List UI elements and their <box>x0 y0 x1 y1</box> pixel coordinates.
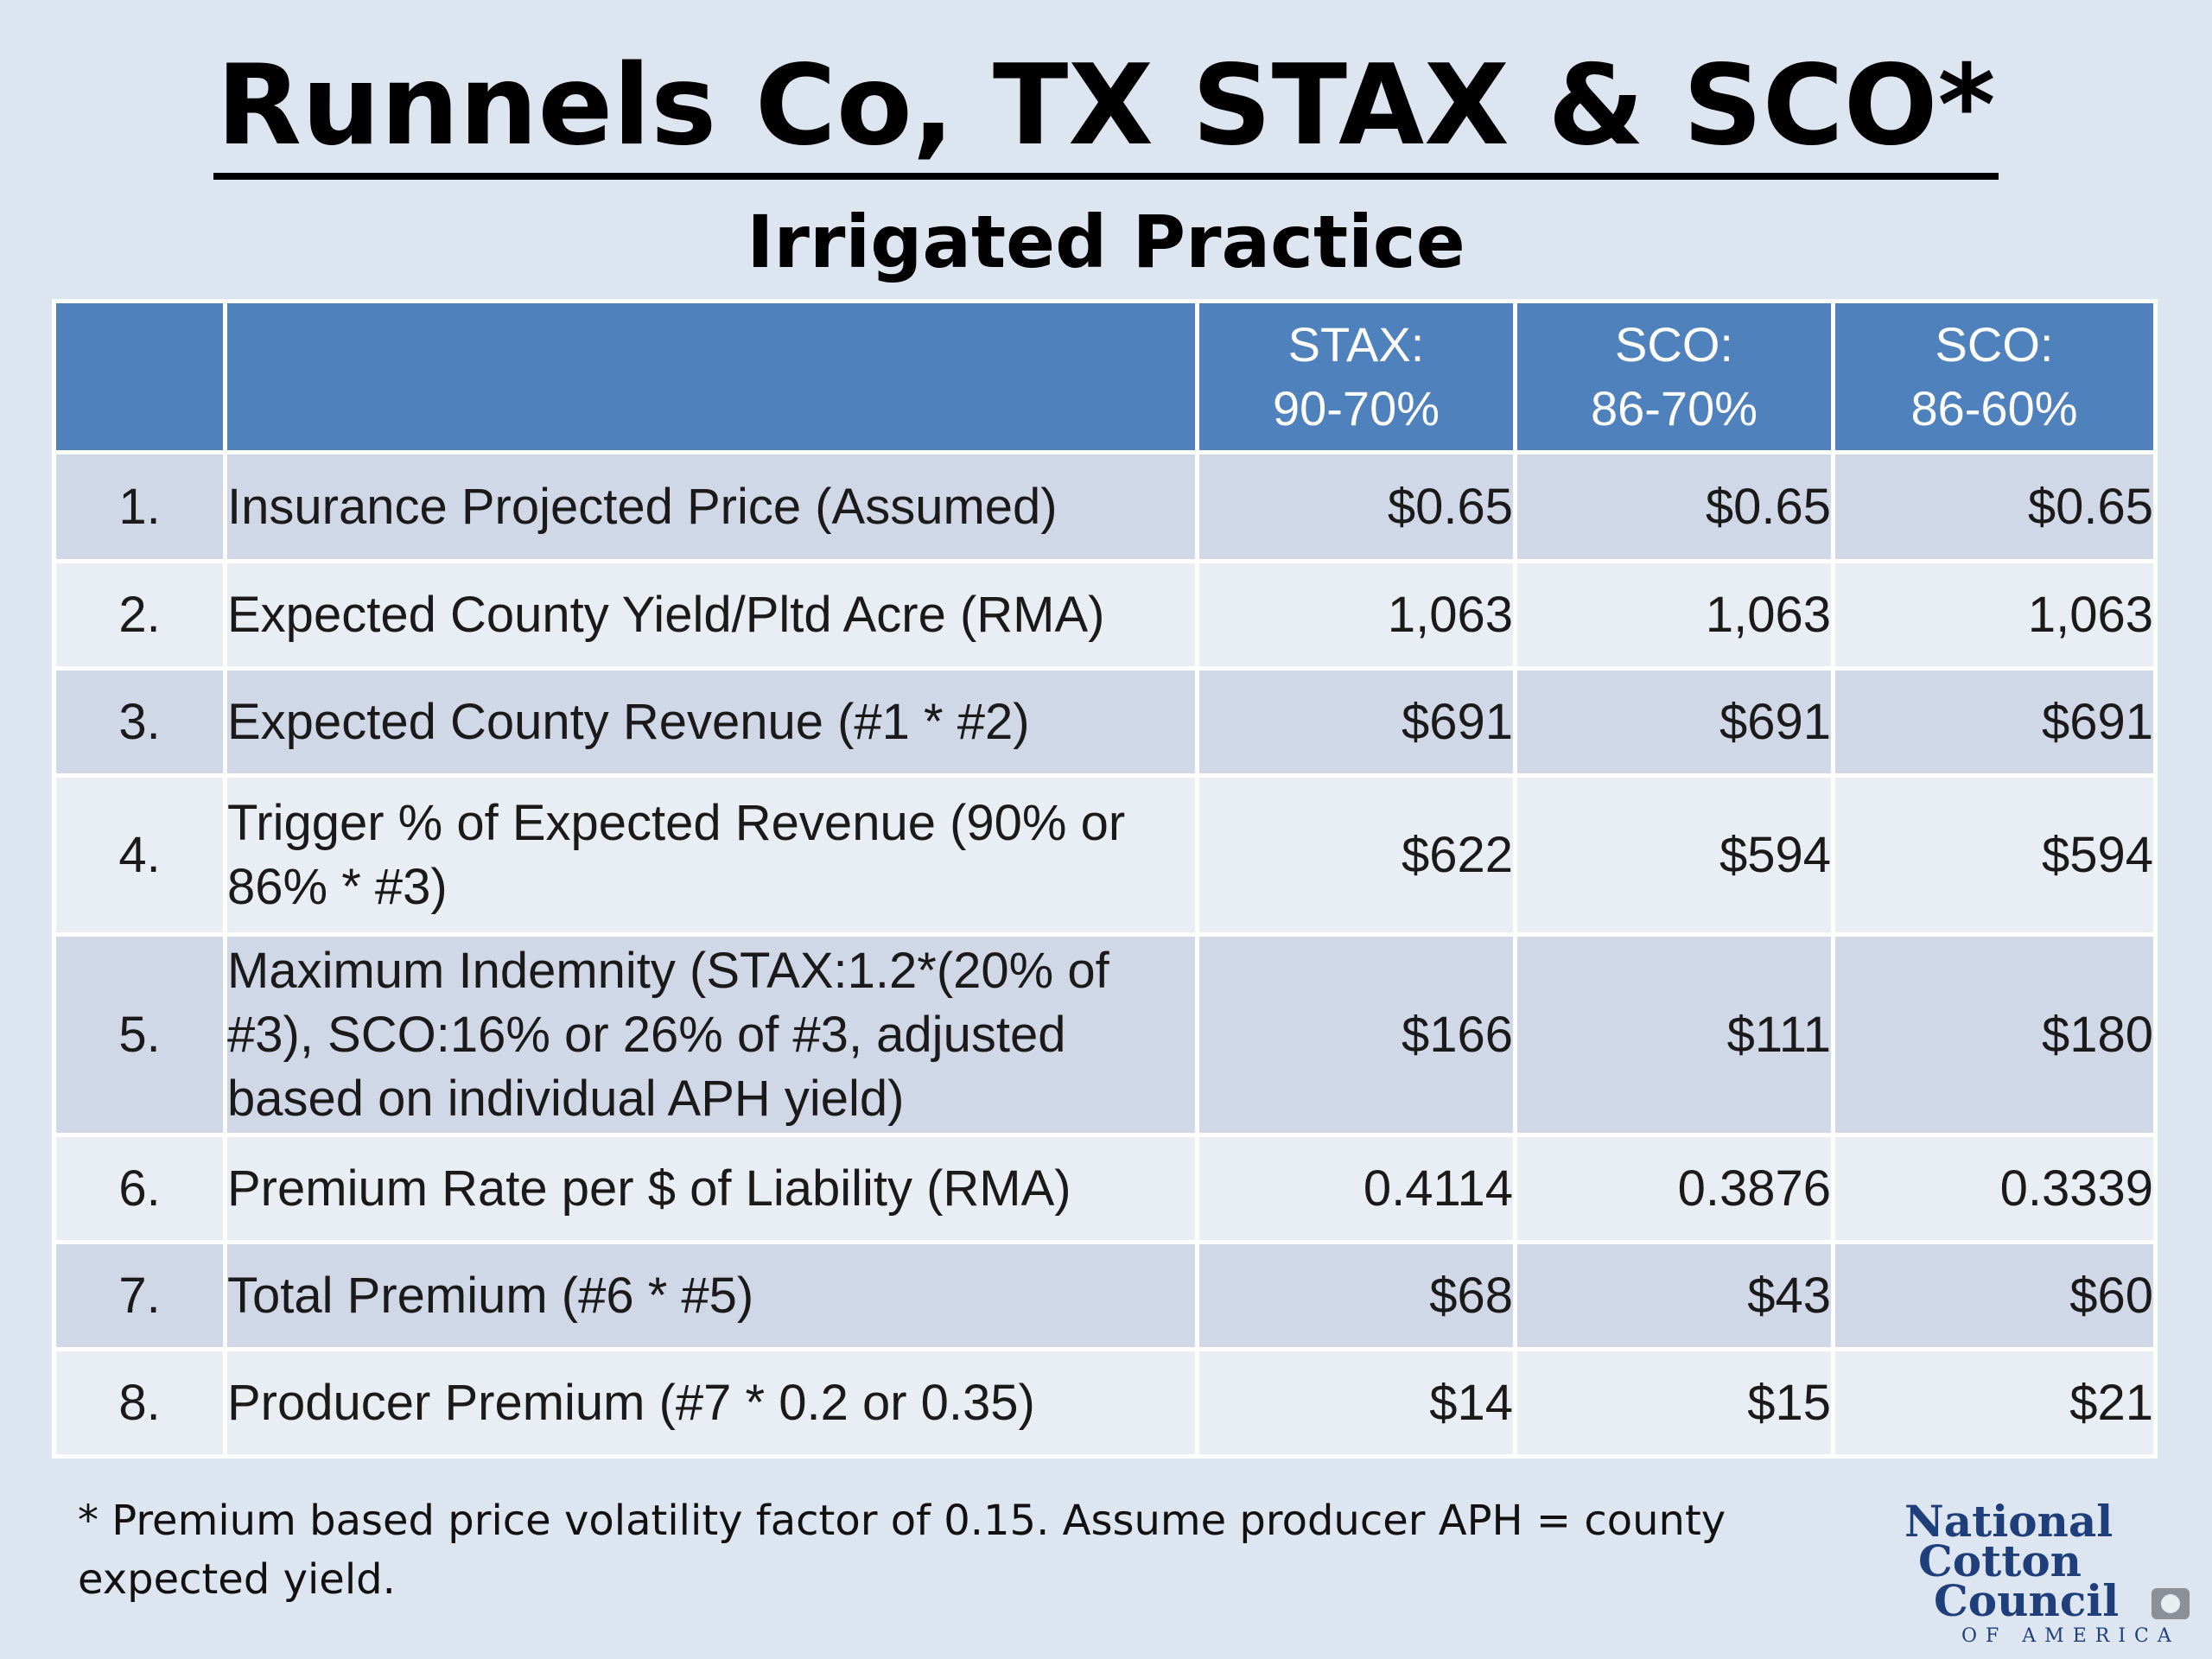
table-row: 8. Producer Premium (#7 * 0.2 or 0.35) $… <box>52 1347 2158 1459</box>
table-row: 4. Trigger % of Expected Revenue (90% or… <box>52 773 2158 937</box>
header-col2-line2: 86-70% <box>1590 381 1758 435</box>
row-number: 4. <box>52 773 227 937</box>
logo-line-council: Council <box>1934 1575 2119 1626</box>
header-col3-line1: SCO: <box>1935 317 2054 372</box>
row-number: 1. <box>52 450 227 563</box>
row-value-sco-70: $43 <box>1513 1240 1835 1351</box>
row-description: Insurance Projected Price (Assumed) <box>223 450 1199 563</box>
row-value-sco-60: $0.65 <box>1831 450 2158 563</box>
header-col1-line2: 90-70% <box>1272 381 1440 435</box>
logo-line-cotton: Cotton <box>1918 1535 2082 1586</box>
row-value-stax: $691 <box>1195 666 1517 778</box>
row-description: Total Premium (#6 * #5) <box>223 1240 1199 1351</box>
row-description: Maximum Indemnity (STAX:1.2*(20% of #3),… <box>223 932 1199 1137</box>
row-value-stax: 0.4114 <box>1195 1133 1517 1244</box>
row-number: 3. <box>52 666 227 778</box>
row-number: 7. <box>52 1240 227 1351</box>
row-number: 8. <box>52 1347 227 1459</box>
table-row: 7. Total Premium (#6 * #5) $68 $43 $60 <box>52 1240 2158 1351</box>
logo-line-national: National <box>1904 1496 2113 1547</box>
national-cotton-council-logo: National Cotton Council OF AMERICA <box>1904 1496 2190 1647</box>
table-row: 1. Insurance Projected Price (Assumed) $… <box>52 450 2158 563</box>
header-sco-86-70: SCO: 86-70% <box>1513 299 1835 454</box>
row-value-sco-60: $180 <box>1831 932 2158 1137</box>
row-value-sco-70: $0.65 <box>1513 450 1835 563</box>
row-description: Expected County Revenue (#1 * #2) <box>223 666 1199 778</box>
header-number-cell <box>52 299 227 454</box>
slide-subtitle: Irrigated Practice <box>747 200 1465 284</box>
row-value-sco-60: $60 <box>1831 1240 2158 1351</box>
row-value-sco-70: 1,063 <box>1513 559 1835 671</box>
row-description: Trigger % of Expected Revenue (90% or 86… <box>223 773 1199 937</box>
header-col2-line1: SCO: <box>1615 317 1733 372</box>
row-value-sco-70: $691 <box>1513 666 1835 778</box>
header-description-cell <box>223 299 1199 454</box>
table-row: 5. Maximum Indemnity (STAX:1.2*(20% of #… <box>52 932 2158 1137</box>
row-description: Expected County Yield/Pltd Acre (RMA) <box>223 559 1199 671</box>
row-value-sco-70: $15 <box>1513 1347 1835 1459</box>
row-value-sco-70: $594 <box>1513 773 1835 937</box>
cotton-boll-icon-detail <box>2161 1594 2180 1613</box>
row-number: 5. <box>52 932 227 1137</box>
row-value-sco-60: 1,063 <box>1831 559 2158 671</box>
row-value-stax: $14 <box>1195 1347 1517 1459</box>
table-row: 2. Expected County Yield/Pltd Acre (RMA)… <box>52 559 2158 671</box>
slide-title-text: Runnels Co, TX STAX & SCO* <box>213 41 1999 180</box>
table-header-row: STAX: 90-70% SCO: 86-70% SCO: 86-60% <box>52 299 2158 454</box>
row-value-sco-70: 0.3876 <box>1513 1133 1835 1244</box>
header-col3-line2: 86-60% <box>1910 381 2078 435</box>
table-row: 6. Premium Rate per $ of Liability (RMA)… <box>52 1133 2158 1244</box>
comparison-table: STAX: 90-70% SCO: 86-70% SCO: 86-60% 1. … <box>52 299 2158 1459</box>
footnote: * Premium based price volatility factor … <box>78 1497 1726 1604</box>
slide-title: Runnels Co, TX STAX & SCO* <box>0 41 2212 180</box>
row-value-sco-60: $594 <box>1831 773 2158 937</box>
row-description: Premium Rate per $ of Liability (RMA) <box>223 1133 1199 1244</box>
row-value-stax: 1,063 <box>1195 559 1517 671</box>
header-col1-line1: STAX: <box>1287 317 1425 372</box>
row-value-stax: $622 <box>1195 773 1517 937</box>
row-value-sco-60: $691 <box>1831 666 2158 778</box>
row-number: 2. <box>52 559 227 671</box>
header-stax-90-70: STAX: 90-70% <box>1195 299 1517 454</box>
table-row: 3. Expected County Revenue (#1 * #2) $69… <box>52 666 2158 778</box>
row-value-sco-60: $21 <box>1831 1347 2158 1459</box>
row-value-stax: $68 <box>1195 1240 1517 1351</box>
header-sco-86-60: SCO: 86-60% <box>1831 299 2158 454</box>
row-value-stax: $166 <box>1195 932 1517 1137</box>
row-value-sco-60: 0.3339 <box>1831 1133 2158 1244</box>
row-value-stax: $0.65 <box>1195 450 1517 563</box>
row-description: Producer Premium (#7 * 0.2 or 0.35) <box>223 1347 1199 1459</box>
row-value-sco-70: $111 <box>1513 932 1835 1137</box>
logo-line-of-america: OF AMERICA <box>1961 1625 2180 1647</box>
row-number: 6. <box>52 1133 227 1244</box>
